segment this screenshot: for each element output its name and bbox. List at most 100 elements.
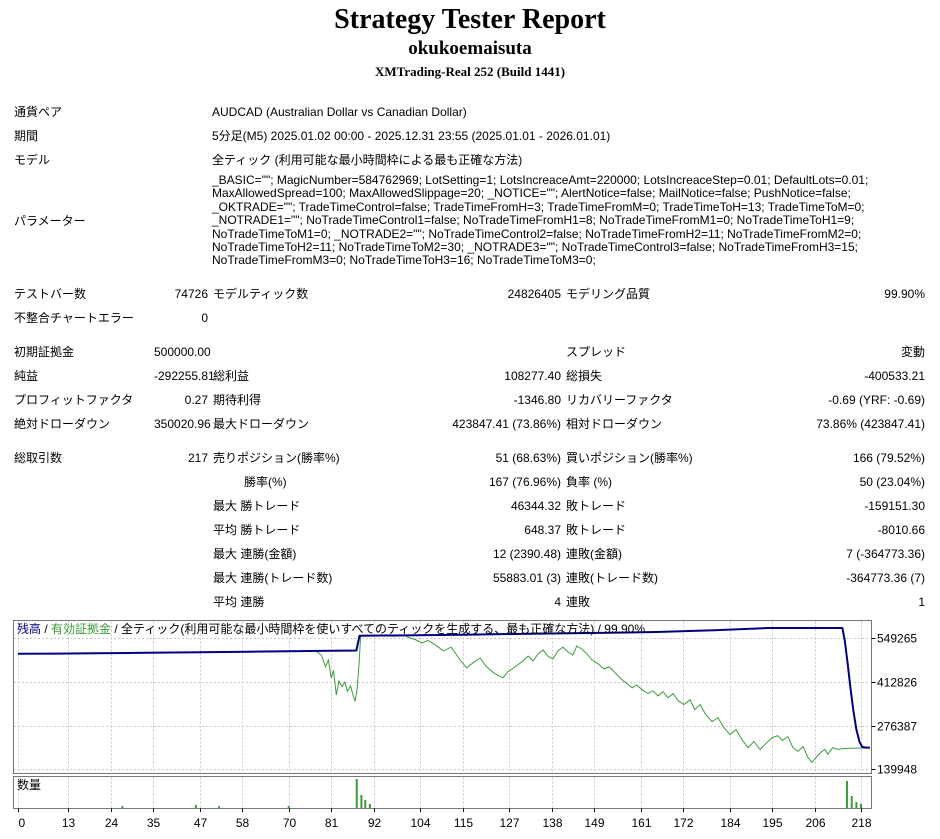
stats-cell-c2: 平均 勝トレード	[213, 522, 301, 537]
x-tick-label: 13	[62, 816, 76, 830]
x-tick-label: 35	[147, 816, 161, 830]
stats-row: 最大 連勝(金額) 12 (2390.48) 連敗(金額) 7 (-364773.36…	[0, 542, 940, 566]
stats-cell-c3: 買いポジション(勝率%)	[566, 450, 693, 465]
stats-cell-c2: 平均 連勝	[213, 594, 265, 609]
stats-cell-v1	[154, 494, 208, 518]
stats-cell-c1	[14, 518, 154, 542]
stats-cell-v1	[154, 470, 208, 494]
y-tick-label: 549265	[877, 632, 917, 646]
stats-cell-c1: 不整合チャートエラー	[14, 310, 134, 325]
stats-row: 最大 連勝(トレード数) 55883.01 (3) 連敗(トレード数) -364773…	[0, 566, 940, 590]
stats-cell-c2: 総利益	[213, 368, 250, 383]
stats-cell-v3: -400533.21	[864, 368, 925, 383]
stats-cell-c2	[208, 306, 361, 330]
stats-cell-c3: 連敗(金額)	[566, 546, 622, 561]
stats-cell-v1	[154, 542, 208, 566]
x-axis: 0 13 24 35 47 58 70 81 92 104 115 127 138 149 161 172 18…	[18, 808, 872, 830]
stats-cell-c2: 最大 連勝(金額)	[213, 546, 297, 561]
info-label: 期間	[14, 129, 39, 143]
stats-cell-v2: 55883.01 (3)	[492, 570, 561, 585]
stats-cell-v3: 50 (23.04%)	[859, 474, 925, 489]
stats-cell-c1: 絶対ドローダウン	[14, 416, 111, 431]
stats-row: 最大 勝トレード 46344.32 敗トレード -159151.30	[0, 494, 940, 518]
info-label: パラメーター	[14, 213, 86, 228]
x-tick-label: 138	[542, 816, 562, 830]
chart-background	[0, 612, 940, 839]
stats-cell-c1: 純益	[14, 368, 39, 383]
x-tick-label: 195	[762, 816, 782, 830]
stats-cell-c1	[14, 566, 154, 590]
y-tick-label: 412826	[877, 676, 917, 690]
info-value: _BASIC=""; MagicNumber=584762969; LotSet…	[212, 173, 869, 268]
stats-cell-v2	[361, 306, 561, 330]
stats-cell-c3: 連敗(トレード数)	[566, 570, 658, 585]
x-tick-label: 0	[19, 816, 26, 830]
stats-cell-c3: 負率 (%)	[566, 474, 612, 489]
stats-cell-c3: 相対ドローダウン	[566, 416, 663, 431]
stats-cell-v1: 350020.96	[154, 416, 211, 431]
stats-cell-v3: 1	[918, 594, 925, 609]
stats-cell-v2: 46344.32	[510, 498, 561, 513]
stats-cell-c1	[14, 494, 154, 518]
info-label: 通貨ペア	[14, 105, 63, 119]
stats-cell-c1	[14, 542, 154, 566]
server-build: XMTrading-Real 252 (Build 1441)	[374, 64, 566, 79]
stats-cell-v3: 99.90%	[884, 286, 925, 301]
stats-cell-v3: 7 (-364773.36)	[846, 546, 925, 561]
x-tick-label: 184	[720, 816, 740, 830]
stats-cell-v2: -1346.80	[513, 392, 561, 407]
x-tick-label: 58	[236, 816, 250, 830]
test-stats-table: テストバー数 74726 モデルティック数 24826405 モデリング品質 99.90%…	[0, 282, 940, 614]
grid-lines	[14, 621, 870, 808]
stats-row: 不整合チャートエラー 0	[0, 306, 940, 330]
stats-cell-c3: 総損失	[566, 368, 603, 383]
volume-pane-label: 数量	[17, 777, 41, 792]
stats-row: テストバー数 74726 モデルティック数 24826405 モデリング品質 99.90%	[0, 282, 940, 306]
stats-cell-c3: モデリング品質	[566, 286, 651, 301]
x-tick-label: 24	[105, 816, 119, 830]
volume-bars	[121, 779, 862, 808]
stats-cell-c2: 勝率(%)	[244, 474, 287, 489]
stats-cell-c2: 期待利得	[213, 392, 262, 407]
stats-cell-v3: -159151.30	[864, 498, 925, 513]
stats-cell-c1: テストバー数	[14, 286, 87, 301]
stats-cell-v3: 73.86% (423847.41)	[816, 416, 925, 431]
x-tick-label: 127	[499, 816, 519, 830]
stats-cell-v2: 4	[554, 594, 561, 609]
stats-cell-c1: 総取引数	[14, 450, 63, 465]
stats-cell-v1	[154, 518, 208, 542]
equity-line	[17, 635, 870, 764]
balance-line	[17, 627, 870, 749]
test-info-table: 通貨ペア AUDCAD (Australian Dollar vs Canadia…	[0, 100, 940, 270]
stats-cell-v2: 12 (2390.48)	[492, 546, 561, 561]
stats-cell-c1: 初期証拠金	[14, 344, 75, 359]
x-tick-label: 104	[410, 816, 430, 830]
stats-cell-c1	[14, 470, 154, 494]
x-tick-label: 149	[584, 816, 604, 830]
stats-cell-v3: -364773.36 (7)	[846, 570, 925, 585]
x-tick-label: 47	[194, 816, 208, 830]
stats-cell-v3	[717, 306, 925, 330]
stats-row: 平均 連勝 4 連敗 1	[0, 590, 940, 614]
stats-cell-c1	[14, 590, 154, 614]
info-value: AUDCAD (Australian Dollar vs Canadian Do…	[212, 105, 467, 119]
info-row: 通貨ペア AUDCAD (Australian Dollar vs Canadia…	[0, 100, 940, 124]
x-tick-label: 218	[851, 816, 871, 830]
stats-row: 絶対ドローダウン 350020.96 最大ドローダウン 423847.41 (73.8…	[0, 412, 940, 436]
stats-cell-c3: 連敗	[566, 594, 591, 609]
x-tick-label: 161	[631, 816, 651, 830]
x-tick-label: 206	[805, 816, 825, 830]
stats-cell-v2: 423847.41 (73.86%)	[452, 416, 561, 431]
stats-cell-v1	[154, 566, 208, 590]
stats-cell-v2: 648.37	[524, 522, 561, 537]
stats-cell-v2: 24826405	[507, 286, 561, 301]
stats-cell-c2: モデルティック数	[213, 286, 309, 301]
stats-cell-v3: 166 (79.52%)	[852, 450, 925, 465]
main-pane-border	[13, 620, 872, 774]
stats-row: 純益 -292255.81 総利益 108277.40 総損失 -400533.21	[0, 364, 940, 388]
y-axis: 549265 412826 276387 139948	[871, 632, 917, 777]
x-tick-label: 115	[454, 816, 473, 830]
info-label: モデル	[14, 153, 51, 167]
chart-title: 残高 / 有効証拠金 / 全ティック(利用可能な最小時間枠を使いすべてのティック…	[17, 621, 645, 636]
